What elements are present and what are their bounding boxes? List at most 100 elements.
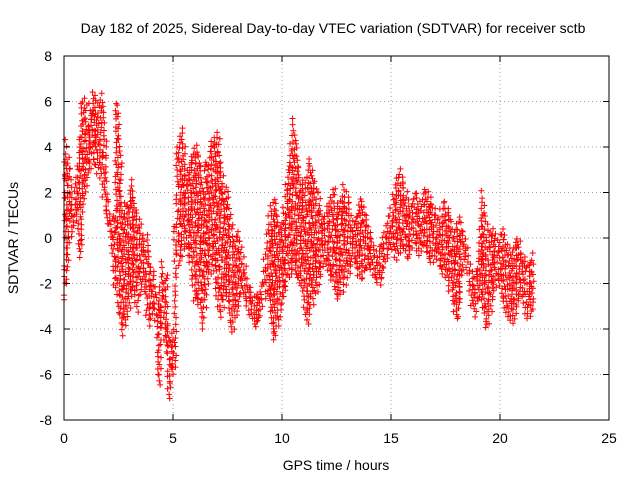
data-point (159, 264, 166, 271)
data-point (122, 303, 129, 310)
data-point (343, 282, 350, 289)
data-point (124, 308, 131, 315)
data-point (502, 265, 509, 272)
data-point (434, 216, 441, 223)
data-point (349, 238, 356, 245)
data-point (456, 299, 463, 306)
data-point (112, 284, 119, 291)
data-point (529, 250, 536, 257)
data-point (219, 292, 226, 299)
data-point (68, 176, 75, 183)
data-point (158, 258, 165, 265)
data-point (316, 259, 323, 266)
data-point (345, 199, 352, 206)
data-point (243, 293, 250, 300)
data-point (132, 207, 139, 214)
data-point (426, 238, 433, 245)
data-point (68, 194, 75, 201)
data-point (62, 136, 69, 143)
data-point (235, 298, 242, 305)
data-point (397, 204, 404, 211)
data-point (146, 322, 153, 329)
data-point (146, 311, 153, 318)
data-point (306, 156, 313, 163)
data-point (195, 285, 202, 292)
data-point (178, 253, 185, 260)
data-point (376, 253, 383, 260)
data-point (225, 305, 232, 312)
data-point (321, 241, 328, 248)
data-point (293, 153, 300, 160)
data-point (273, 222, 280, 229)
data-point (64, 223, 71, 230)
data-point (226, 243, 233, 250)
data-point (91, 92, 98, 99)
data-point (218, 197, 225, 204)
data-point (469, 281, 476, 288)
data-point (466, 287, 473, 294)
data-point (338, 215, 345, 222)
data-point (81, 148, 88, 155)
data-point (184, 217, 191, 224)
data-point (326, 218, 333, 225)
data-point (180, 156, 187, 163)
data-point (130, 200, 137, 207)
data-point (327, 194, 334, 201)
data-point (306, 305, 313, 312)
data-point (347, 261, 354, 268)
data-point (206, 235, 213, 242)
data-point (325, 257, 332, 264)
data-point (96, 141, 103, 148)
data-point (445, 212, 452, 219)
data-point (285, 174, 292, 181)
data-point (527, 313, 534, 320)
data-point (428, 219, 435, 226)
data-point (89, 131, 96, 138)
data-point (384, 245, 391, 252)
data-point (339, 220, 346, 227)
data-point (169, 342, 176, 349)
data-point (73, 211, 80, 218)
data-point (304, 184, 311, 191)
y-tick-label: -8 (40, 412, 53, 428)
data-point (507, 273, 514, 280)
data-point (182, 195, 189, 202)
data-point (76, 245, 83, 252)
data-point (88, 165, 95, 172)
data-point (513, 235, 520, 242)
data-point (66, 165, 73, 172)
data-point (100, 149, 107, 156)
data-point (176, 257, 183, 264)
data-point (200, 194, 207, 201)
data-point (456, 289, 463, 296)
data-point (188, 218, 195, 225)
data-point (174, 208, 181, 215)
data-point (203, 304, 210, 311)
data-point (115, 132, 122, 139)
data-point (348, 255, 355, 262)
data-point (295, 164, 302, 171)
data-point (445, 274, 452, 281)
data-point (181, 150, 188, 157)
data-point (193, 178, 200, 185)
data-point (415, 245, 422, 252)
data-point (327, 276, 334, 283)
data-point (309, 167, 316, 174)
data-point (103, 206, 110, 213)
data-point (78, 241, 85, 248)
data-point (359, 217, 366, 224)
data-point (331, 191, 338, 198)
data-point (214, 280, 221, 287)
data-point (389, 191, 396, 198)
data-point (352, 255, 359, 262)
data-point (112, 229, 119, 236)
data-point (356, 264, 363, 271)
data-point (150, 300, 157, 307)
data-point (315, 217, 322, 224)
data-point (413, 240, 420, 247)
data-point (199, 309, 206, 316)
data-point (247, 294, 254, 301)
data-point (166, 356, 173, 363)
data-point (166, 378, 173, 385)
data-point (174, 156, 181, 163)
